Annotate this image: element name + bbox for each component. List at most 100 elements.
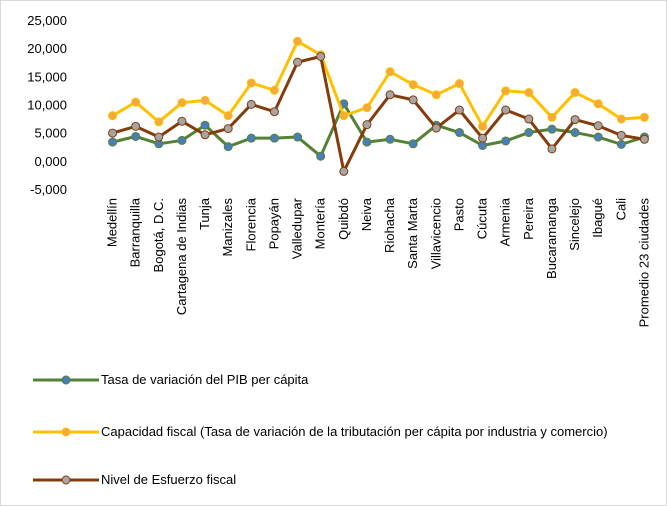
y-tick-label: -5,000 (30, 182, 67, 197)
legend-item: Nivel de Esfuerzo fiscal (31, 471, 651, 489)
point (154, 132, 164, 142)
point (454, 128, 464, 138)
point (223, 111, 233, 121)
x-tick-label: Valledupar (290, 197, 305, 259)
x-tick-label: Armenia (498, 197, 513, 246)
point (478, 133, 488, 143)
point (316, 51, 326, 61)
point (593, 121, 603, 131)
point (385, 67, 395, 77)
point (316, 151, 326, 161)
point (362, 137, 372, 147)
point (547, 144, 557, 154)
point (454, 105, 464, 115)
point (269, 107, 279, 117)
point (501, 86, 511, 96)
x-tick-label: Tunja (197, 197, 212, 230)
point (246, 99, 256, 109)
point (478, 140, 488, 150)
x-tick-label: Riohacha (382, 197, 397, 253)
x-tick-label: Florencia (243, 197, 258, 251)
point (501, 136, 511, 146)
x-tick-label: Cartagena de Indias (174, 198, 189, 316)
point (408, 80, 418, 90)
point (131, 97, 141, 107)
point (177, 98, 187, 108)
x-tick-label: Bogotá, D.C. (151, 198, 166, 272)
point (524, 114, 534, 124)
legend-marker (61, 475, 71, 485)
x-tick-label: Quibdó (336, 198, 351, 240)
series-line (112, 54, 645, 173)
point (547, 112, 557, 122)
point (108, 128, 118, 138)
x-tick-label: Pasto (451, 198, 466, 231)
point (293, 132, 303, 142)
x-tick-label: Pereira (521, 197, 536, 240)
point (131, 131, 141, 141)
point (593, 132, 603, 142)
x-tick-label: Cúcuta (475, 197, 490, 239)
point (478, 121, 488, 131)
x-tick-label: Santa Marta (405, 197, 420, 269)
point (177, 135, 187, 145)
legend-label: Nivel de Esfuerzo fiscal (101, 472, 237, 487)
point (639, 112, 649, 122)
y-tick-label: 0,000 (34, 154, 67, 169)
y-tick-label: 25,000 (27, 13, 67, 28)
point (431, 123, 441, 133)
point (524, 128, 534, 138)
point (177, 116, 187, 126)
x-tick-label: Bucaramanga (544, 197, 559, 279)
point (570, 128, 580, 138)
point (200, 130, 210, 140)
legend-item: Capacidad fiscal (Tasa de variación de l… (31, 423, 651, 441)
point (200, 95, 210, 105)
legend-label: Capacidad fiscal (Tasa de variación de l… (101, 424, 608, 439)
point (339, 111, 349, 121)
point (362, 103, 372, 113)
point (293, 36, 303, 46)
point (454, 79, 464, 89)
point (293, 57, 303, 67)
legend-item: Tasa de variación del PIB per cápita (31, 371, 651, 389)
x-tick-label: Villavicencio (428, 198, 443, 269)
point (570, 115, 580, 125)
point (524, 88, 534, 98)
x-tick-label: Barranquilla (128, 197, 143, 267)
x-tick-label: Promedio 23 ciudades (636, 198, 651, 328)
series-line (111, 39, 645, 128)
x-tick-label: Manizales (220, 198, 235, 257)
point (431, 90, 441, 100)
point (408, 95, 418, 105)
legend-marker (61, 375, 71, 385)
legend-label: Tasa de variación del PIB per cápita (101, 372, 309, 387)
point (408, 139, 418, 149)
point (223, 124, 233, 134)
point (501, 105, 511, 115)
point (616, 114, 626, 124)
point (339, 166, 349, 176)
point (570, 88, 580, 98)
point (246, 133, 256, 143)
point (269, 133, 279, 143)
x-tick-label: Sincelejo (567, 198, 582, 251)
legend-marker (61, 427, 71, 437)
x-tick-label: Popayán (266, 198, 281, 249)
x-tick-label: Ibagué (590, 198, 605, 238)
point (108, 111, 118, 121)
y-tick-label: 5,000 (34, 126, 67, 141)
point (131, 121, 141, 131)
y-tick-label: 10,000 (27, 98, 67, 113)
x-tick-label: Medellín (105, 198, 120, 247)
point (593, 99, 603, 109)
legend-swatch (33, 427, 99, 437)
point (223, 142, 233, 152)
y-tick-label: 15,000 (27, 69, 67, 84)
point (616, 130, 626, 140)
point (108, 137, 118, 147)
point (362, 120, 372, 130)
point (385, 134, 395, 144)
point (547, 124, 557, 134)
